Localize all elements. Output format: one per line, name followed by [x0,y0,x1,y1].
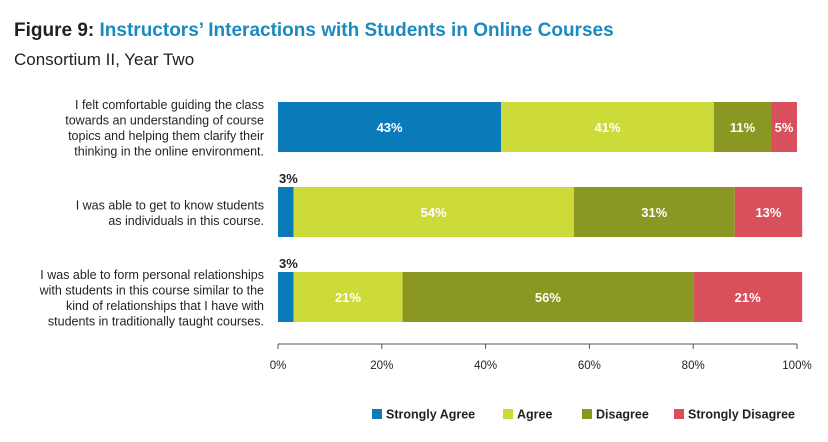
data-label: 56% [535,290,561,305]
legend-swatch [372,409,382,419]
bar-segment [501,102,714,152]
figure-subtitle: Consortium II, Year Two [14,50,195,69]
legend-label: Agree [517,408,552,422]
bar-segment [713,102,772,152]
category-label-line: thinking in the online environment. [74,144,264,158]
category-label-line: I was able to form personal relationship… [40,268,264,282]
bar-segment [771,102,797,152]
legend: Strongly Agree Agree Disagree Strongly Disa… [372,408,795,422]
bar-segment [573,187,735,237]
bar-segment [293,187,574,237]
data-label: 41% [595,120,621,135]
x-tick-label: 0% [270,360,287,372]
legend-swatch [674,409,684,419]
bar-segment [278,187,294,237]
data-label: 21% [335,290,361,305]
figure-title: Instructors’ Interactions with Students … [99,20,614,41]
category-label-line: topics and helping them clarify their [68,129,264,143]
figure-label: Figure 9: [14,20,95,41]
data-label: 3% [279,256,298,271]
bar-segment [402,272,694,322]
x-tick-label: 20% [370,360,393,372]
bar-segment [693,272,803,322]
x-axis: 0% 20% 40% 60% 80% 100% [270,343,812,372]
category-labels: I felt comfortable guiding the class towa… [39,98,264,328]
bar-segment [734,187,803,237]
bar-segment [278,102,502,152]
category-label-line: kind of relationships that I have with [66,299,264,313]
category-label-line: towards an understanding of course [65,113,264,127]
x-tick-label: 80% [682,360,705,372]
data-label: 21% [735,290,761,305]
bar-segment [278,272,294,322]
category-label: I was able to get to know students as ind… [76,198,264,228]
data-label: 5% [775,120,794,135]
x-tick-label: 40% [474,360,497,372]
data-label: 43% [377,120,403,135]
data-label: 3% [279,171,298,186]
figure-title-line: Figure 9: Instructors’ Interactions with… [14,20,614,42]
category-label-line: I felt comfortable guiding the class [75,98,264,112]
data-label: 54% [421,205,447,220]
bars: 43% 41% 11% 5% 3% 54% 31% 13% 3% 21% 56% 21% [278,102,803,322]
category-label-line: I was able to get to know students [76,198,264,212]
legend-swatch [503,409,513,419]
x-tick-label: 60% [578,360,601,372]
data-label: 31% [641,205,667,220]
legend-label: Disagree [596,408,649,422]
category-label: I felt comfortable guiding the class towa… [65,98,264,159]
legend-swatch [582,409,592,419]
x-tick-label: 100% [782,360,811,372]
category-label: I was able to form personal relationship… [39,268,264,329]
category-label-line: students in traditionally taught courses… [48,314,264,328]
category-label-line: with students in this course similar to … [39,283,264,297]
legend-label: Strongly Agree [386,408,475,422]
data-label: 13% [755,205,781,220]
category-label-line: as individuals in this course. [108,214,264,228]
legend-label: Strongly Disagree [688,408,795,422]
bar-segment [293,272,403,322]
data-label: 11% [730,120,756,135]
